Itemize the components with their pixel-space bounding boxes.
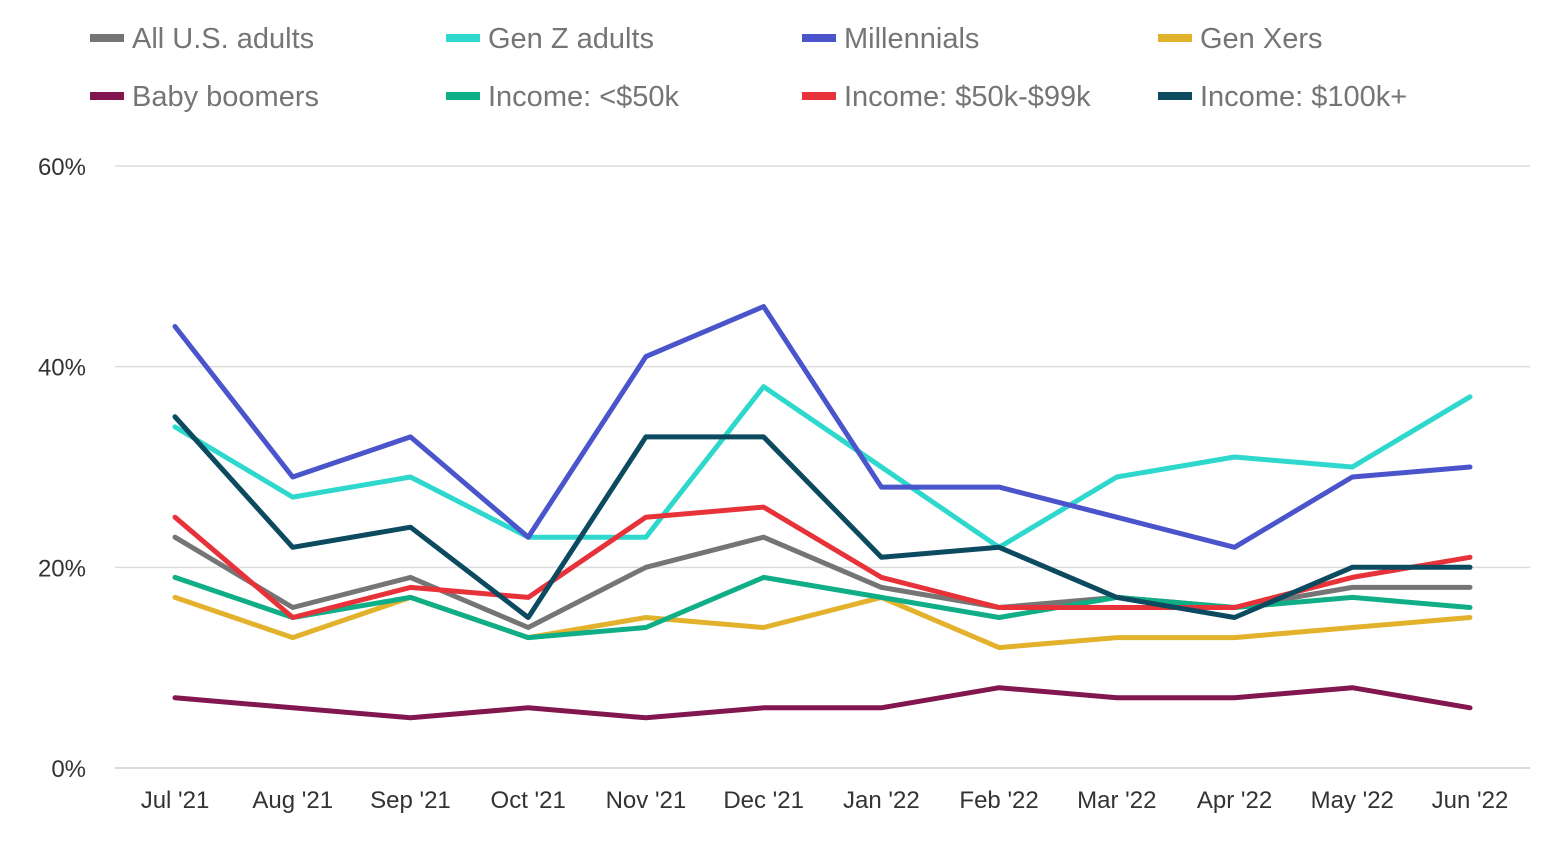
y-tick-label: 60%	[38, 154, 86, 181]
legend-item: Millennials	[802, 23, 979, 55]
legend-label: Baby boomers	[132, 81, 319, 113]
legend-swatch	[802, 92, 836, 100]
legend-swatch	[1158, 92, 1192, 100]
legend-label: Gen Xers	[1200, 23, 1323, 55]
x-tick-label: May '22	[1311, 787, 1394, 814]
legend-swatch	[802, 34, 836, 42]
legend-label: All U.S. adults	[132, 23, 314, 55]
x-tick-label: Apr '22	[1197, 787, 1272, 814]
y-tick-label: 0%	[51, 756, 86, 783]
legend-label: Income: $50k-$99k	[844, 81, 1091, 113]
series-line-gen-z-adults	[172, 384, 1473, 550]
legend-item: Gen Z adults	[446, 23, 654, 55]
x-tick-label: Sep '21	[370, 787, 451, 814]
legend-swatch	[90, 92, 124, 100]
series-line-gen-xers	[172, 594, 1473, 651]
legend-swatch	[446, 34, 480, 42]
series-line-income-100k	[172, 414, 1473, 620]
legend-swatch	[90, 34, 124, 42]
gridlines	[115, 165, 1530, 769]
x-tick-label: Jan '22	[843, 787, 920, 814]
legend-item: All U.S. adults	[90, 23, 314, 55]
legend-item: Income: $100k+	[1158, 81, 1407, 113]
series-line-millennials	[172, 304, 1473, 550]
series-line-income-50k-99k	[172, 504, 1473, 620]
legend-item: Income: <$50k	[446, 81, 680, 113]
x-tick-label: Aug '21	[252, 787, 333, 814]
series-line-baby-boomers	[172, 685, 1473, 721]
legend-label: Income: <$50k	[488, 81, 680, 113]
legend: All U.S. adults Gen Z adults Millennials Ge…	[90, 23, 1407, 113]
legend-swatch	[446, 92, 480, 100]
y-tick-label: 40%	[38, 355, 86, 382]
legend-item: Gen Xers	[1158, 23, 1323, 55]
x-tick-label: Mar '22	[1077, 787, 1156, 814]
legend-label: Millennials	[844, 23, 979, 55]
x-axis-ticks: Jul '21 Aug '21 Sep '21 Oct '21 Nov '21 Dec '…	[141, 787, 1509, 814]
x-tick-label: Jul '21	[141, 787, 210, 814]
legend-label: Gen Z adults	[488, 23, 654, 55]
series-lines	[172, 304, 1473, 721]
legend-swatch	[1158, 34, 1192, 42]
legend-label: Income: $100k+	[1200, 81, 1407, 113]
y-axis-ticks: 0% 20% 40% 60%	[38, 154, 86, 783]
x-tick-label: Nov '21	[606, 787, 687, 814]
x-tick-label: Jun '22	[1432, 787, 1509, 814]
x-tick-label: Oct '21	[491, 787, 566, 814]
legend-item: Income: $50k-$99k	[802, 81, 1091, 113]
x-tick-label: Feb '22	[959, 787, 1038, 814]
series-line-income-50k	[172, 574, 1473, 641]
x-tick-label: Dec '21	[723, 787, 804, 814]
y-tick-label: 20%	[38, 555, 86, 582]
legend-item: Baby boomers	[90, 81, 319, 113]
